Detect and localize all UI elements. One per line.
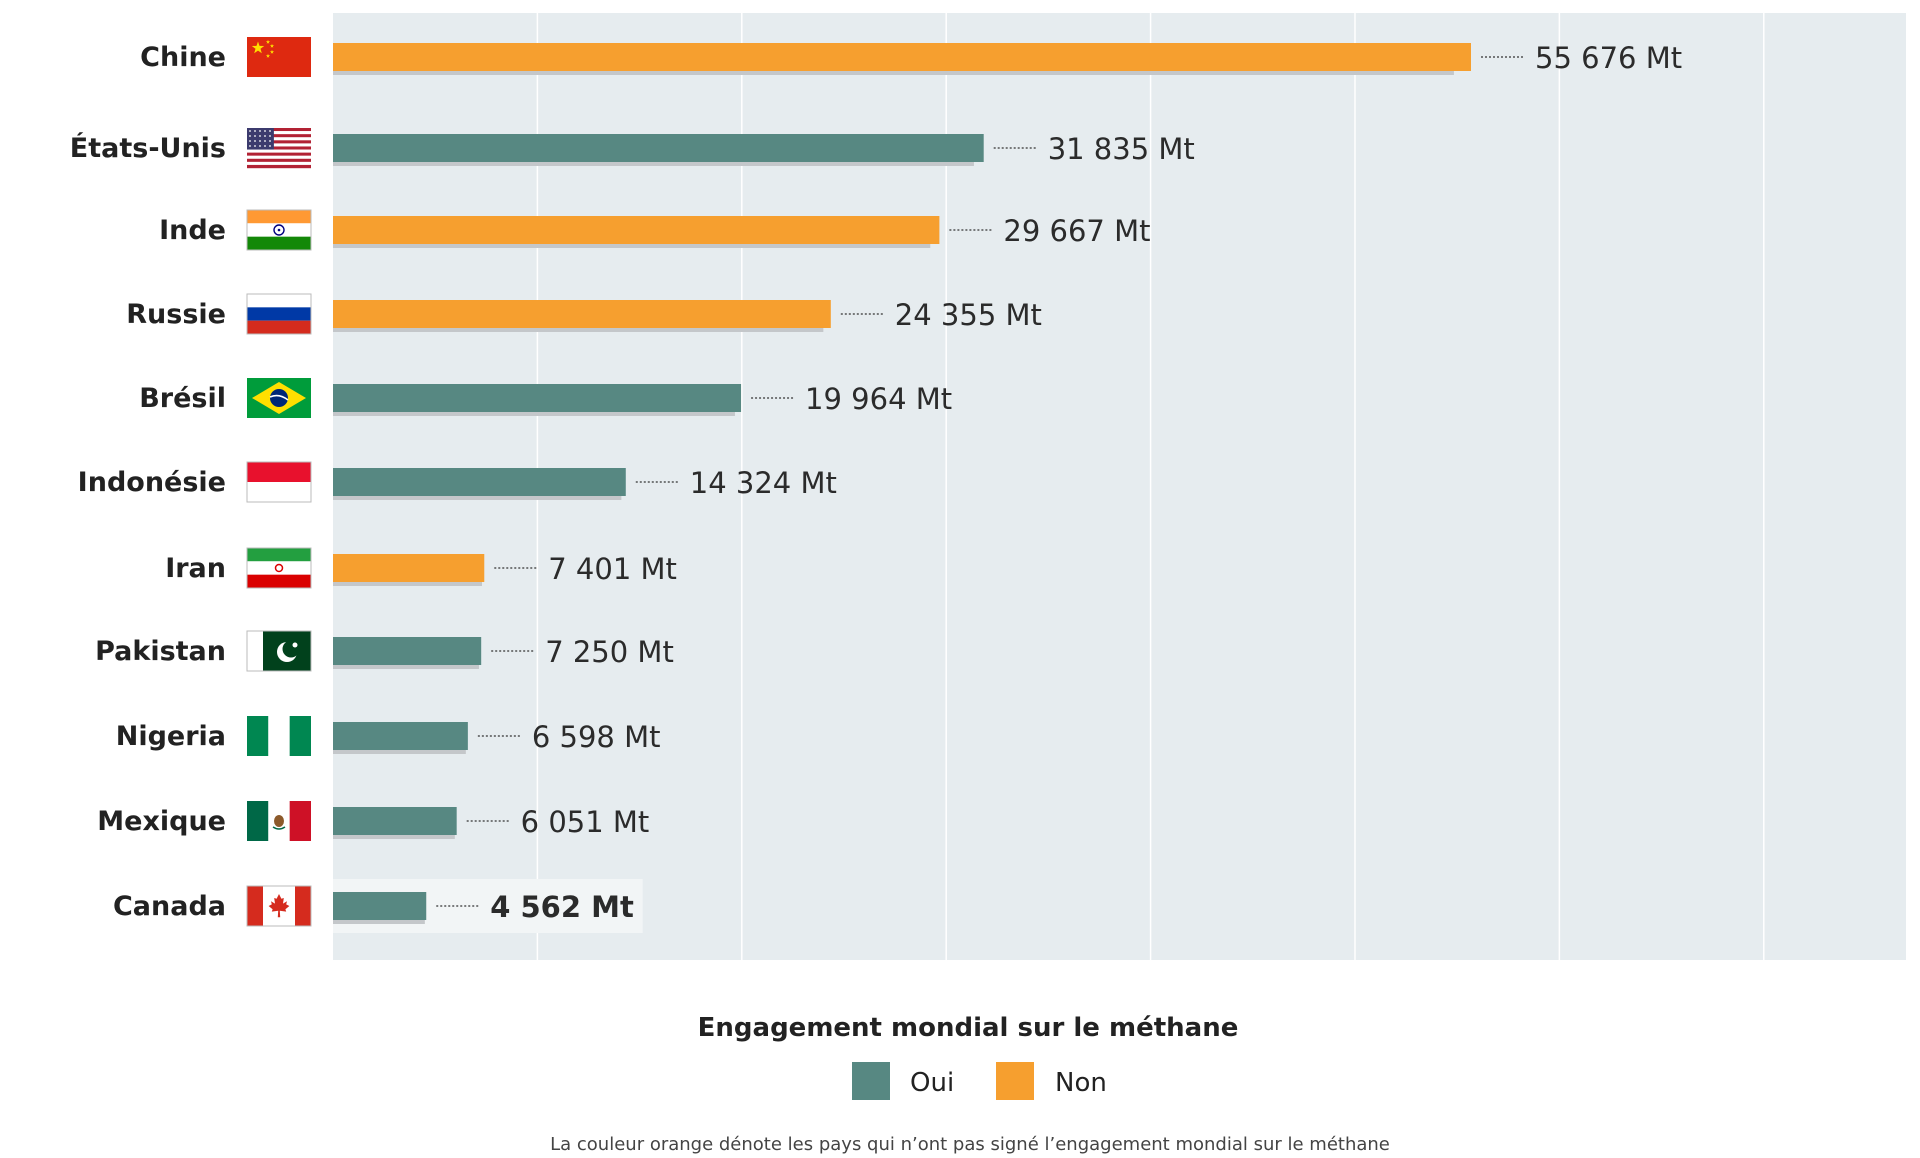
bar-row: 29 667 Mt Inde	[159, 209, 1150, 251]
legend-label-oui: Oui	[910, 1068, 954, 1098]
bar	[333, 637, 482, 665]
gridlines	[536, 13, 1765, 960]
bar	[333, 807, 457, 835]
russia-flag	[246, 293, 312, 335]
country-label: Nigeria	[116, 721, 226, 752]
bar-row: 31 835 Mt États-Unis	[70, 128, 1195, 169]
country-label: Brésil	[139, 383, 226, 414]
brazil-flag	[247, 378, 311, 418]
legend: Engagement mondial sur le méthane Oui No…	[698, 1013, 1239, 1100]
country-label: Pakistan	[95, 636, 226, 667]
legend-swatch-oui	[852, 1062, 890, 1100]
bar	[333, 468, 626, 496]
country-label: Mexique	[97, 806, 226, 837]
country-label: États-Unis	[70, 132, 226, 164]
country-label: Canada	[113, 891, 226, 922]
bar-row: 6 051 Mt Mexique	[97, 801, 649, 841]
country-label: Indonésie	[78, 467, 226, 498]
country-label: Iran	[165, 553, 226, 584]
legend-label-non: Non	[1055, 1068, 1107, 1098]
value-label: 6 598 Mt	[532, 720, 661, 754]
value-label: 29 667 Mt	[1003, 214, 1150, 248]
iran-flag	[246, 547, 312, 589]
country-label: Chine	[140, 42, 226, 73]
bar-row: 55 676 Mt Chine	[140, 37, 1682, 77]
bar	[333, 892, 427, 920]
bar	[333, 43, 1471, 71]
pakistan-flag	[246, 630, 312, 672]
legend-title: Engagement mondial sur le méthane	[698, 1013, 1239, 1043]
bar-rows: 55 676 Mt Chine 31 835 Mt États-Unis 29 667 …	[70, 37, 1682, 933]
bar-row: 24 355 Mt Russie	[126, 293, 1042, 335]
bar	[333, 554, 485, 582]
value-label: 55 676 Mt	[1535, 41, 1682, 75]
china-flag	[247, 37, 311, 77]
mexico-flag	[247, 801, 311, 841]
value-label: 24 355 Mt	[895, 298, 1042, 332]
canada-flag	[246, 885, 312, 927]
bar-row: 4 562 Mt Canada	[113, 879, 643, 933]
bar-row: 19 964 Mt Brésil	[139, 378, 952, 418]
indonesia-flag	[246, 461, 312, 503]
usa-flag	[247, 128, 311, 169]
value-label: 31 835 Mt	[1048, 132, 1195, 166]
value-label: 14 324 Mt	[690, 466, 837, 500]
country-label: Inde	[159, 215, 226, 246]
value-label: 4 562 Mt	[490, 890, 634, 924]
value-label: 6 051 Mt	[521, 805, 650, 839]
india-flag	[246, 209, 312, 251]
bar-row: 7 250 Mt Pakistan	[95, 630, 674, 672]
bar	[333, 722, 468, 750]
bar	[333, 216, 940, 244]
bar	[333, 134, 984, 162]
value-label: 19 964 Mt	[805, 382, 952, 416]
chart-caption: La couleur orange dénote les pays qui n’…	[550, 1134, 1390, 1155]
bar	[333, 384, 742, 412]
bar-row: 14 324 Mt Indonésie	[78, 461, 837, 503]
bar	[333, 300, 831, 328]
country-label: Russie	[126, 299, 226, 330]
value-label: 7 401 Mt	[548, 552, 677, 586]
legend-swatch-non	[996, 1062, 1034, 1100]
value-label: 7 250 Mt	[545, 635, 674, 669]
bar-row: 6 598 Mt Nigeria	[116, 716, 661, 756]
nigeria-flag	[247, 716, 311, 756]
bar-row: 7 401 Mt Iran	[165, 547, 677, 589]
